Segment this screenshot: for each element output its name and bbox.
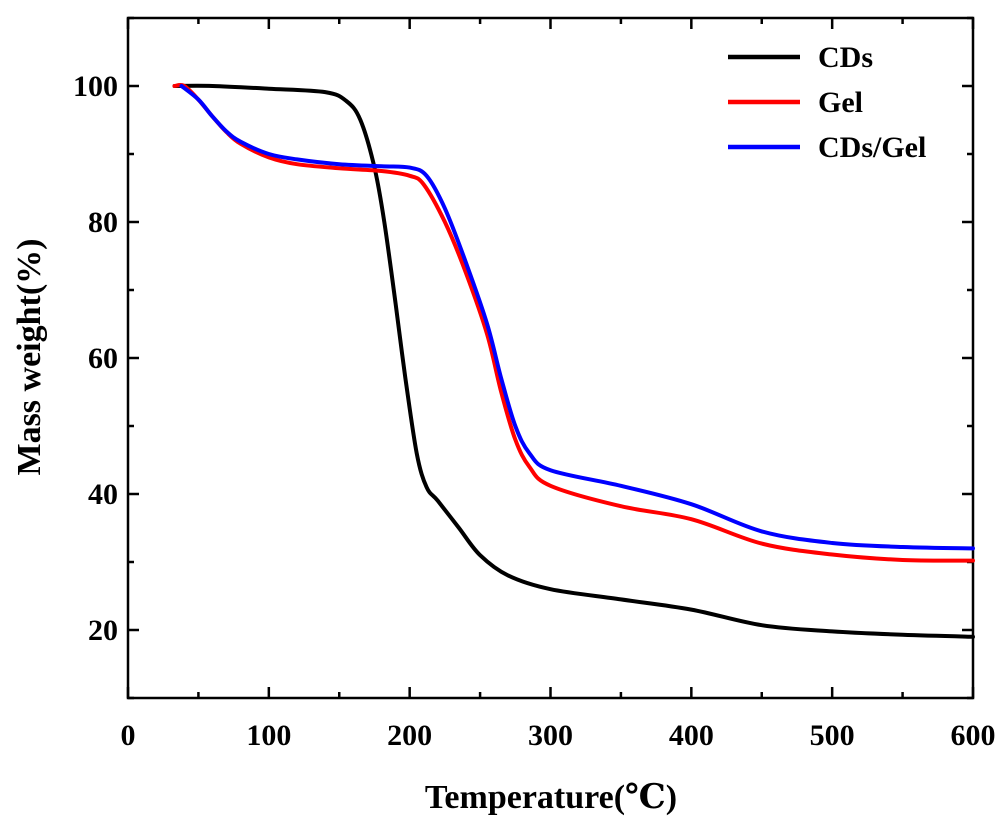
y-axis-label: Mass weight(%) — [11, 238, 48, 475]
x-tick-label: 200 — [387, 719, 432, 752]
series-line-cds-gel — [179, 84, 975, 551]
plot-border — [126, 16, 975, 700]
series-layer — [172, 82, 975, 639]
legend-label-cds: CDs — [818, 41, 873, 74]
y-tick-label: 60 — [88, 342, 118, 375]
x-tick-label: 600 — [951, 719, 996, 752]
series-line-cds — [172, 83, 975, 639]
plot-frame — [126, 16, 975, 700]
x-tick-label: 100 — [246, 719, 291, 752]
x-axis-ticks: 0 100 200 300 400 500 600 — [121, 18, 996, 752]
legend-label-cds-gel: CDs/Gel — [818, 131, 926, 164]
legend: CDs Gel CDs/Gel — [728, 41, 926, 164]
legend-label-gel: Gel — [818, 86, 863, 119]
y-tick-label: 100 — [73, 70, 118, 103]
x-tick-label: 300 — [528, 719, 573, 752]
x-tick-label: 400 — [669, 719, 714, 752]
y-tick-label: 80 — [88, 206, 118, 239]
x-tick-label: 500 — [810, 719, 855, 752]
x-axis-label: Temperature(℃) — [425, 779, 677, 816]
y-axis-ticks: 20 40 60 80 100 — [73, 16, 973, 700]
y-tick-label: 40 — [88, 478, 118, 511]
x-tick-label: 0 — [121, 719, 136, 752]
y-tick-label: 20 — [88, 614, 118, 647]
